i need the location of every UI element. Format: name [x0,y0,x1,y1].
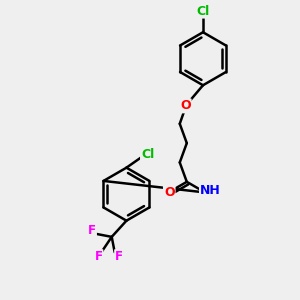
Text: F: F [94,250,103,263]
Text: F: F [88,224,96,238]
Text: Cl: Cl [141,148,154,161]
Text: O: O [164,186,175,200]
Text: NH: NH [200,184,221,197]
Text: F: F [115,250,123,263]
Text: Cl: Cl [196,4,210,18]
Text: O: O [180,99,190,112]
